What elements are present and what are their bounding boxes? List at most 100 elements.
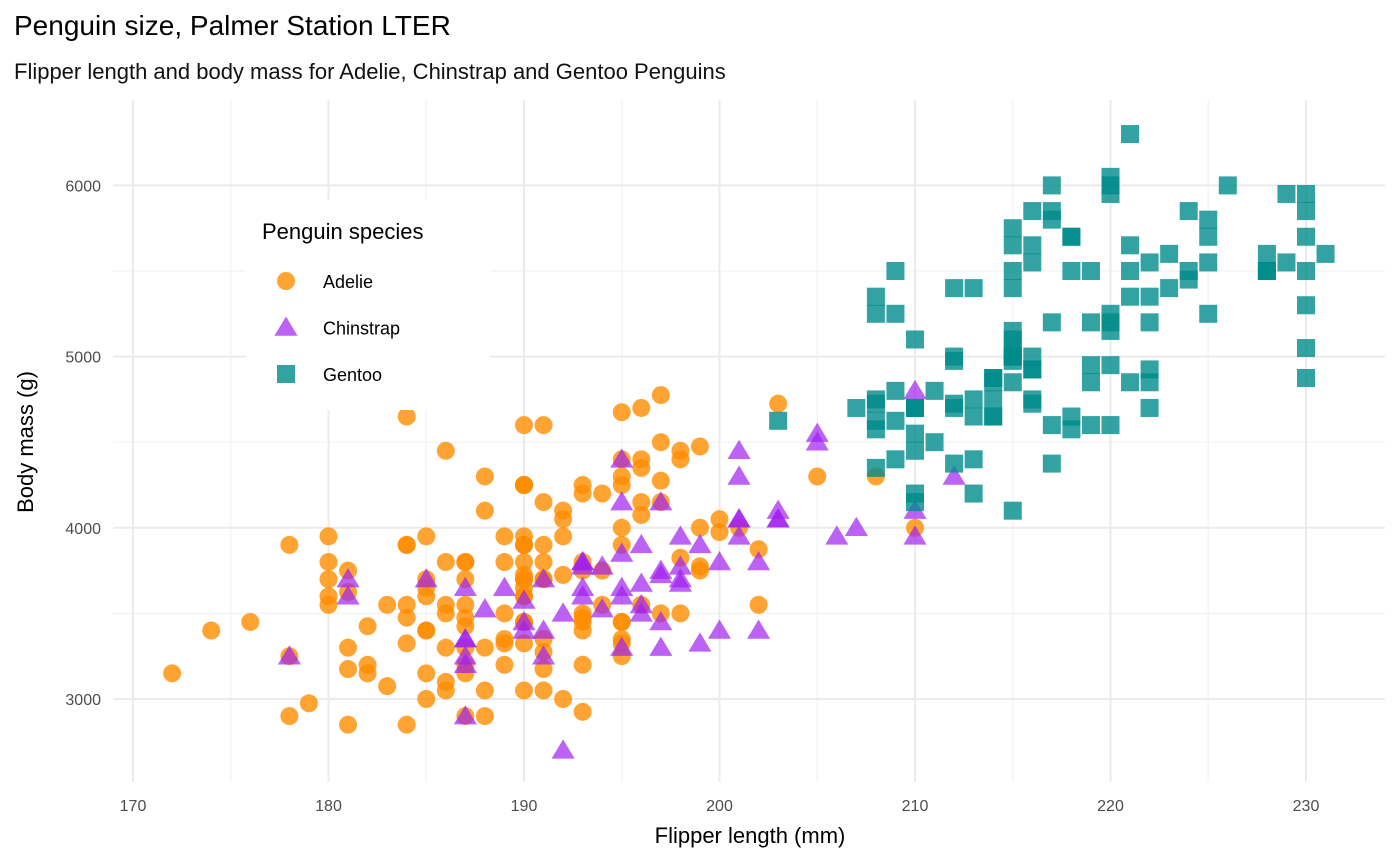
gentoo-point	[906, 398, 924, 417]
adelie-point	[475, 707, 494, 726]
adelie-point	[651, 433, 670, 452]
x-axis-title: Flipper length (mm)	[655, 823, 846, 848]
gentoo-point	[945, 454, 964, 473]
gentoo-point	[1297, 202, 1315, 221]
gentoo-point	[1199, 253, 1218, 272]
adelie-point	[397, 535, 416, 554]
gentoo-point	[1121, 262, 1140, 280]
gentoo-point	[1121, 236, 1140, 255]
adelie-point	[534, 535, 553, 554]
gentoo-point	[906, 484, 924, 503]
adelie-point	[515, 634, 533, 653]
gentoo-point	[1003, 501, 1022, 520]
adelie-point	[495, 553, 514, 572]
adelie-point	[378, 595, 397, 614]
gentoo-point	[906, 424, 924, 443]
adelie-point	[632, 505, 651, 524]
adelie-point	[280, 535, 299, 554]
adelie-point	[339, 660, 358, 679]
gentoo-point	[1003, 373, 1022, 392]
gentoo-point	[1062, 262, 1081, 280]
chinstrap-point	[629, 533, 653, 554]
gentoo-point	[1101, 184, 1120, 203]
gentoo-point	[1003, 219, 1022, 238]
gentoo-point	[1023, 202, 1042, 221]
chinstrap-point	[747, 619, 771, 639]
gentoo-point	[1121, 125, 1140, 144]
x-tick-label: 200	[706, 798, 733, 815]
chinstrap-point	[649, 559, 673, 579]
chinstrap-point	[473, 598, 497, 618]
gentoo-point	[945, 398, 964, 417]
adelie-point	[612, 467, 631, 486]
gentoo-point	[886, 304, 905, 323]
adelie-point	[612, 403, 631, 422]
gentoo-point	[1121, 373, 1140, 392]
adelie-point	[339, 638, 358, 657]
adelie-point	[299, 694, 318, 713]
gentoo-point	[984, 373, 1003, 392]
adelie-point	[612, 612, 631, 631]
adelie-point	[749, 540, 768, 559]
gentoo-point	[1160, 279, 1179, 298]
y-tick-label: 3000	[65, 692, 101, 709]
gentoo-point	[1140, 287, 1159, 306]
gentoo-point	[1179, 262, 1198, 280]
adelie-point	[475, 638, 494, 657]
chinstrap-point	[727, 439, 751, 460]
gentoo-point	[945, 347, 964, 366]
adelie-point	[436, 681, 455, 700]
gentoo-point	[1081, 313, 1100, 332]
gentoo-point	[1081, 373, 1100, 392]
gentoo-point	[964, 484, 983, 503]
gentoo-point	[1140, 313, 1159, 332]
adelie-point	[690, 518, 709, 537]
gentoo-point	[1003, 236, 1022, 255]
adelie-point	[573, 655, 592, 674]
x-tick-label: 180	[315, 798, 342, 815]
adelie-point	[319, 570, 338, 589]
adelie-point	[202, 621, 221, 640]
chinstrap-point	[688, 533, 712, 554]
chinstrap-point	[453, 576, 477, 596]
chinstrap-point	[707, 619, 732, 639]
gentoo-point	[1297, 184, 1315, 203]
chinstrap-point	[688, 632, 712, 652]
chinstrap-point	[629, 572, 653, 592]
chinstrap-point	[336, 568, 360, 588]
chinstrap-point	[668, 555, 692, 575]
chinstrap-point	[610, 448, 634, 468]
chinstrap-point	[942, 465, 966, 485]
gentoo-point	[1140, 253, 1159, 272]
gentoo-point	[1003, 351, 1022, 370]
adelie-point	[515, 565, 533, 584]
gentoo-point	[1023, 236, 1042, 255]
gentoo-point	[1042, 313, 1061, 332]
gentoo-point	[1297, 227, 1315, 246]
gentoo-point	[964, 279, 983, 298]
gentoo-point	[1199, 304, 1218, 323]
chinstrap-point	[649, 636, 673, 656]
gentoo-point	[1042, 210, 1061, 229]
gentoo-point	[1081, 356, 1100, 375]
adelie-point	[436, 553, 455, 572]
chinstrap-point	[610, 576, 634, 596]
gentoo-point	[1199, 210, 1218, 229]
gentoo-point	[1257, 262, 1276, 280]
chinstrap-point	[492, 576, 516, 596]
adelie-point	[397, 715, 416, 734]
adelie-point	[475, 681, 494, 700]
adelie-point	[612, 518, 631, 537]
series-gentoo	[769, 125, 1335, 520]
y-axis-title: Body mass (g)	[13, 371, 38, 513]
legend-title: Penguin species	[262, 219, 423, 244]
chinstrap-point	[453, 645, 477, 665]
chinstrap-point	[532, 619, 556, 639]
x-tick-label: 190	[511, 798, 538, 815]
adelie-point	[515, 476, 533, 494]
gentoo-point	[1297, 262, 1315, 280]
series-chinstrap	[277, 379, 966, 759]
y-tick-label: 5000	[65, 350, 101, 367]
adelie-point	[690, 437, 709, 456]
adelie-point	[397, 634, 416, 653]
